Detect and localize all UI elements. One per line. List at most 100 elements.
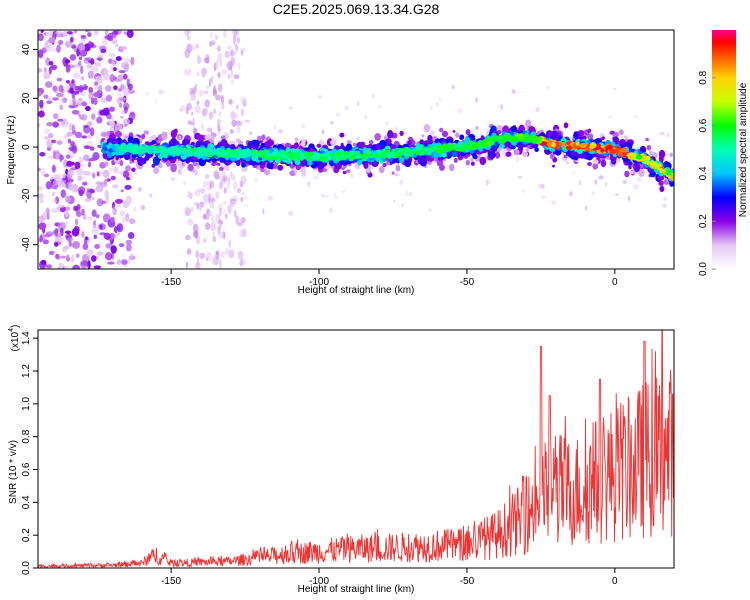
heatmap-noise-blob: [227, 208, 232, 211]
heatmap-noise-blob: [200, 189, 205, 194]
heatmap-noise-blob: [210, 222, 215, 232]
heatmap-noise-blob: [109, 74, 116, 83]
heatmap-noise-blob: [92, 172, 96, 179]
heatmap-core-blob: [442, 147, 449, 152]
heatmap-noise-blob: [113, 166, 119, 174]
heatmap-noise-blob: [551, 200, 556, 205]
heatmap-noise-blob: [201, 123, 204, 131]
heatmap-noise-blob: [64, 221, 68, 226]
heatmap-noise-blob: [120, 189, 124, 193]
heatmap-noise-blob: [96, 57, 103, 61]
heatmap-ridge-blob: [465, 129, 471, 136]
heatmap-noise-blob: [43, 66, 47, 73]
heatmap-noise-blob: [206, 127, 213, 133]
heatmap-noise-blob: [244, 204, 249, 207]
heatmap-noise-blob: [183, 180, 187, 186]
heatmap-ridge-blob: [395, 165, 401, 172]
heatmap-ridge-blob: [645, 137, 649, 142]
heatmap-noise-blob: [236, 36, 240, 44]
heatmap-noise-blob: [86, 140, 94, 147]
heatmap-noise-blob: [110, 245, 117, 254]
heatmap-ridge-blob: [453, 157, 458, 163]
heatmap-core-blob: [192, 147, 198, 152]
heatmap-noise-blob: [220, 170, 227, 177]
heatmap-noise-blob: [91, 66, 99, 73]
heatmap-core-blob: [319, 156, 324, 161]
heatmap-core-blob: [415, 145, 423, 151]
heatmap-noise-blob: [191, 111, 194, 116]
heatmap-noise-blob: [220, 94, 225, 105]
heatmap-noise-blob: [73, 30, 78, 34]
heatmap-noise-blob: [199, 252, 206, 260]
x-tick-label: -100: [309, 576, 329, 587]
heatmap-core-blob: [608, 148, 617, 155]
heatmap-ridge-blob: [505, 151, 512, 157]
heatmap-noise-blob: [236, 104, 239, 110]
heatmap-noise-blob: [230, 79, 235, 84]
heatmap-core-blob: [547, 142, 552, 147]
heatmap-noise-blob: [541, 195, 546, 199]
heatmap-noise-blob: [118, 170, 124, 175]
heatmap-noise-blob: [60, 189, 66, 198]
heatmap-noise-blob: [51, 191, 56, 197]
heatmap-noise-blob: [38, 91, 42, 97]
heatmap-noise-blob: [189, 192, 193, 199]
heatmap-core-blob: [473, 143, 480, 149]
heatmap-ridge-blob: [537, 130, 541, 135]
heatmap-noise-blob: [221, 69, 228, 75]
heatmap-noise-blob: [208, 111, 213, 120]
heatmap-ridge-blob: [192, 161, 199, 167]
heatmap-ridge-blob: [300, 142, 306, 147]
heatmap-noise-blob: [627, 195, 631, 202]
heatmap-ridge-blob: [475, 126, 479, 130]
heatmap-noise-blob: [220, 251, 225, 258]
heatmap-noise-blob: [103, 232, 111, 240]
heatmap-noise-blob: [90, 58, 95, 65]
heatmap-core-blob: [621, 147, 628, 153]
heatmap-noise-blob: [235, 215, 240, 226]
heatmap-noise-blob: [80, 76, 85, 81]
colorbar-label: Normalized spectral amplitude: [738, 82, 749, 217]
heatmap-noise-blob: [240, 217, 246, 224]
heatmap-core-blob: [517, 135, 523, 142]
heatmap-noise-blob: [38, 222, 47, 230]
heatmap-noise-blob: [609, 115, 612, 119]
heatmap-noise-blob: [40, 30, 44, 33]
heatmap-ridge-blob: [241, 167, 246, 172]
colorbar-gradient: [712, 30, 736, 269]
heatmap-core-blob: [441, 144, 449, 149]
heatmap-noise-blob: [55, 30, 62, 36]
heatmap-noise-blob: [45, 207, 50, 216]
heatmap-noise-blob: [254, 176, 258, 183]
heatmap-core-blob: [493, 136, 499, 142]
heatmap-noise-blob: [66, 30, 73, 35]
heatmap-noise-blob: [50, 64, 58, 70]
spectrogram-panel: -150 -100 -50 0 -40 -20 0 20 40 Height of strai…: [6, 29, 675, 296]
heatmap-noise-blob: [40, 168, 46, 176]
heatmap-noise-blob: [122, 200, 130, 208]
heatmap-noise-blob: [301, 123, 306, 129]
heatmap-ridge-blob: [502, 149, 507, 155]
heatmap-noise-blob: [82, 124, 89, 128]
heatmap-noise-blob: [102, 213, 111, 223]
heatmap-ridge-blob: [628, 165, 632, 170]
heatmap-noise-blob: [226, 60, 233, 71]
colorbar-tick-label: 0.0: [698, 262, 709, 276]
colorbar-ticks: 0.0 0.2 0.4 0.6 0.8: [698, 70, 716, 276]
heatmap-noise-blob: [111, 252, 115, 260]
heatmap-noise-blob: [121, 259, 128, 265]
heatmap-ridge-blob: [577, 130, 585, 137]
heatmap-noise-blob: [371, 93, 375, 99]
heatmap-noise-blob: [86, 216, 94, 220]
heatmap-noise-blob: [62, 173, 66, 179]
heatmap-noise-blob: [334, 196, 339, 199]
heatmap-noise-blob: [54, 174, 61, 183]
snr-y-scale-label: (x104): [8, 325, 21, 352]
heatmap-noise-blob: [133, 206, 137, 212]
snr-y-scale-note: (x104): [8, 325, 21, 352]
heatmap-ridge-blob: [144, 155, 150, 161]
heatmap-noise-blob: [212, 231, 215, 237]
heatmap-ridge-blob: [600, 159, 607, 168]
heatmap-noise-blob: [78, 84, 84, 94]
heatmap-noise-blob: [358, 172, 362, 176]
